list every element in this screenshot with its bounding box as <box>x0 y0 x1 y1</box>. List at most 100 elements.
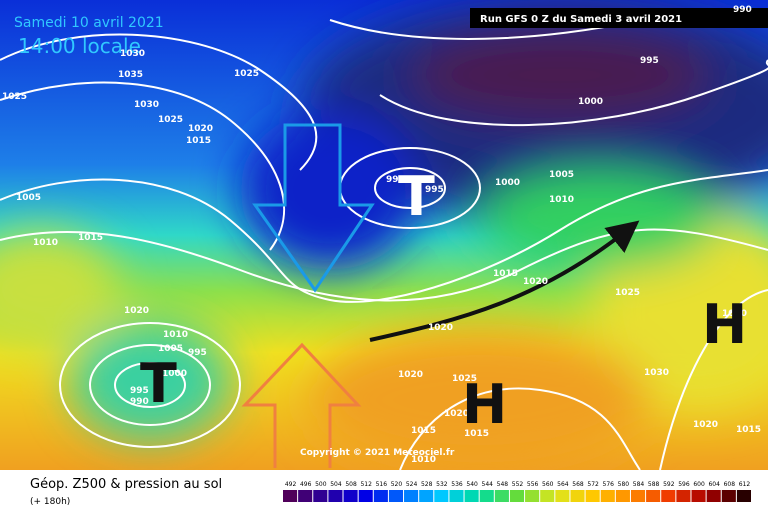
scale-swatch <box>464 490 479 502</box>
legend-subtitle: (+ 180h) <box>30 497 70 507</box>
pressure-label: 1030 <box>644 368 669 378</box>
pressure-label: 995 <box>188 348 207 358</box>
scale-swatch <box>706 490 721 502</box>
scale-label: 568 <box>572 481 584 488</box>
pressure-label: 1015 <box>78 233 103 243</box>
scale-label: 576 <box>603 481 615 488</box>
scale-swatch <box>691 490 706 502</box>
scale-swatch <box>419 490 434 502</box>
isobar <box>379 59 768 127</box>
scale-label: 572 <box>587 481 599 488</box>
jet-arrow <box>369 220 640 342</box>
pressure-label: 1025 <box>615 288 640 298</box>
cold-air-arrow <box>252 123 375 293</box>
scale-swatch <box>358 490 373 502</box>
pressure-label: 1020 <box>428 323 453 333</box>
pressure-label: 1010 <box>549 195 574 205</box>
pressure-label: 1030 <box>134 100 159 110</box>
scale-label: 512 <box>360 481 372 488</box>
pressure-label: 1030 <box>120 49 145 59</box>
scale-label: 548 <box>497 481 509 488</box>
pressure-label: 995 <box>640 56 659 66</box>
pressure-label: 990 <box>130 397 149 407</box>
scale-swatch <box>494 490 509 502</box>
scale-swatch <box>343 490 358 502</box>
scale-label: 500 <box>315 481 327 488</box>
pressure-center: H <box>702 293 747 356</box>
copyright: Copyright © 2021 Meteociel.fr <box>300 448 455 458</box>
scale-swatch <box>373 490 388 502</box>
pressure-label: 1015 <box>464 429 489 439</box>
local-time: 14:00 locale <box>18 34 141 58</box>
pressure-label: 1010 <box>411 455 436 465</box>
scale-label: 492 <box>285 481 297 488</box>
pressure-label: 1030 <box>722 309 747 319</box>
scale-swatch <box>736 490 751 502</box>
pressure-label: 1020 <box>398 370 423 380</box>
pressure-label: 1020 <box>523 277 548 287</box>
scale-swatch <box>479 490 494 502</box>
isobar <box>0 228 768 302</box>
scale-swatch <box>298 490 313 502</box>
pressure-label: 1015 <box>411 426 436 436</box>
scale-label: 588 <box>648 481 660 488</box>
scale-label: 580 <box>618 481 630 488</box>
scale-swatch <box>570 490 585 502</box>
scale-label: 608 <box>724 481 736 488</box>
scale-label: 544 <box>482 481 494 488</box>
scale-label: 528 <box>421 481 433 488</box>
scale-label: 536 <box>451 481 463 488</box>
field <box>70 320 230 440</box>
date: Samedi 10 avril 2021 <box>14 15 164 31</box>
scale-label: 564 <box>557 481 569 488</box>
scale-label: 504 <box>330 481 342 488</box>
pressure-label: 1015 <box>493 269 518 279</box>
pressure-label: 990 <box>733 5 752 15</box>
scale-swatch <box>676 490 691 502</box>
scale-swatch <box>585 490 600 502</box>
isobar <box>59 322 241 448</box>
isobar <box>659 289 768 471</box>
field <box>0 230 120 350</box>
scale-label: 604 <box>708 481 720 488</box>
pressure-label: 1025 <box>2 92 27 102</box>
pressure-label: 995 <box>130 386 149 396</box>
scale-swatch <box>388 490 404 502</box>
pressure-label: 1025 <box>234 69 259 79</box>
scale-swatch <box>646 490 661 502</box>
pressure-label: 1005 <box>16 193 41 203</box>
legend-title: Géop. Z500 & pression au sol <box>30 477 222 492</box>
pressure-label: 1035 <box>118 70 143 80</box>
scale-label: 612 <box>739 481 751 488</box>
run-info: Run GFS 0 Z du Samedi 3 avril 2021 <box>480 14 682 25</box>
pressure-label: 1000 <box>578 97 603 107</box>
run-box <box>470 8 768 28</box>
scale-label: 596 <box>678 481 690 488</box>
scale-label: 524 <box>406 481 418 488</box>
pressure-label: 1010 <box>33 238 58 248</box>
scale-label: 532 <box>436 481 448 488</box>
scale-swatch <box>328 490 343 502</box>
warm-air-arrow <box>241 342 362 468</box>
pressure-label: 1025 <box>452 374 477 384</box>
isobar <box>399 387 641 471</box>
scale-swatch <box>509 490 525 502</box>
isobar <box>0 33 318 171</box>
scale-label: 508 <box>345 481 357 488</box>
scale-label: 560 <box>542 481 554 488</box>
scale-swatch <box>283 490 298 502</box>
scale-swatch <box>600 490 615 502</box>
pressure-label: 1020 <box>693 420 718 430</box>
scale-swatch <box>404 490 419 502</box>
pressure-label: 995 <box>425 185 444 195</box>
scale-swatch <box>615 490 630 502</box>
color-fields <box>0 0 768 470</box>
pressure-center: H <box>462 373 507 436</box>
pressure-center: T <box>398 165 435 228</box>
pressure-label: 1010 <box>163 330 188 340</box>
scale-label: 592 <box>663 481 675 488</box>
pressure-label: 1000 <box>495 178 520 188</box>
pressure-label: 1005 <box>158 344 183 354</box>
pressure-label: 1020 <box>124 306 149 316</box>
